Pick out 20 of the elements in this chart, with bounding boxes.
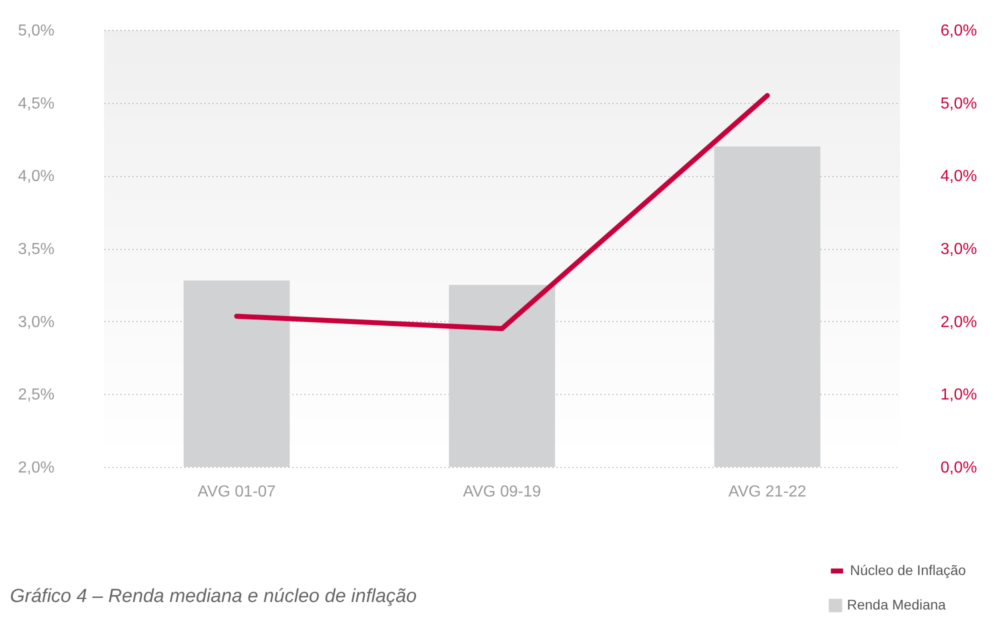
y-tick-label: 5,0%	[18, 22, 54, 40]
legend-label: Renda Mediana	[847, 596, 946, 612]
y2-tick-label: 5,0%	[940, 95, 977, 112]
y2-tick-label: 2,0%	[940, 314, 977, 331]
y2-tick-label: 1,0%	[940, 386, 977, 404]
y-tick-label: 4,0%	[18, 168, 54, 186]
y2-tick-label: 6,0%	[940, 22, 977, 40]
text: Gráfico 4 – Renda mediana e núcleo de inflação	[10, 586, 417, 608]
y-tick-label: 3,5%	[18, 241, 54, 258]
x-tick-label: AVG 21-22	[728, 484, 806, 500]
y-tick-label: 2,5%	[18, 386, 54, 404]
y-tick-label: 2,0%	[18, 460, 54, 476]
y2-tick-label: 0,0%	[940, 460, 977, 476]
y2-tick-label: 4,0%	[940, 168, 977, 186]
y-tick-label: 3,0%	[18, 314, 54, 331]
y-tick-label: 4,5%	[18, 95, 54, 112]
x-tick-label: AVG 09-19	[463, 484, 542, 500]
legend-label: Núcleo de Inflação	[850, 562, 966, 578]
y2-tick-label: 3,0%	[940, 241, 977, 258]
x-tick-label: AVG 01-07	[198, 484, 276, 500]
